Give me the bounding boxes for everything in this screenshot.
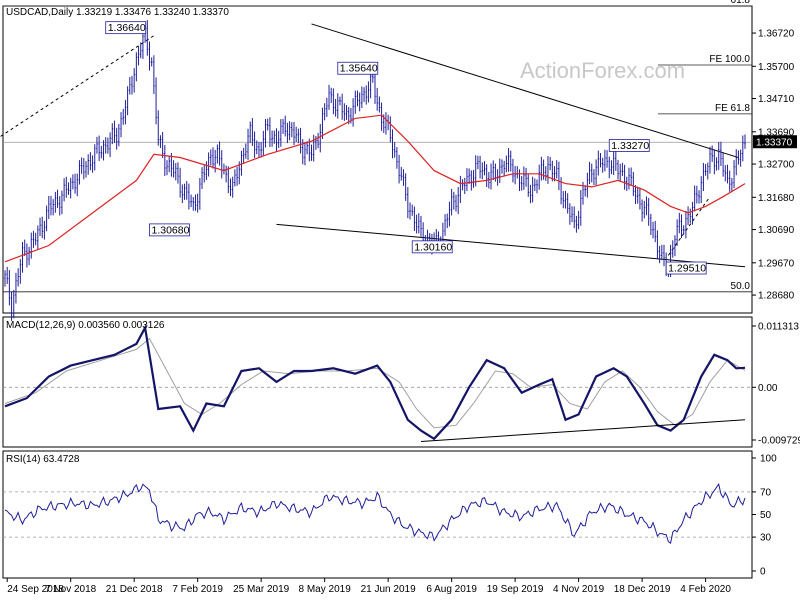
x-tick-label: 19 Sep 2019	[487, 584, 544, 595]
x-tick-label: 6 Aug 2019	[426, 584, 477, 595]
trendline	[276, 223, 746, 268]
price-header: USDCAD,Daily 1.33219 1.33476 1.33240 1.3…	[6, 7, 229, 18]
current-price-label: 1.33370	[756, 138, 793, 149]
moving-average-line	[4, 114, 746, 263]
price-annotation-box	[105, 21, 147, 35]
x-tick-label: 24 Sep 2018	[7, 584, 64, 595]
price-annotation-box	[608, 139, 650, 152]
price-annotation-label: 1.30160	[414, 241, 452, 253]
price-annotation-box	[337, 61, 379, 75]
macd-line	[4, 324, 746, 441]
macd-panel	[2, 316, 753, 448]
price-tick-label: 1.32700	[758, 160, 795, 171]
price-annotation-box	[149, 223, 190, 237]
x-tick-label: 4 Nov 2019	[553, 584, 605, 595]
fib-level-label: FE 100.0	[709, 54, 750, 65]
x-tick-label: 21 Jun 2019	[361, 584, 416, 595]
price-tick-label: 1.35700	[758, 62, 795, 73]
macd-header: MACD(12,26,9) 0.003560 0.003126	[6, 320, 165, 331]
x-tick-label: 25 Mar 2019	[233, 584, 290, 595]
price-annotation-box	[665, 261, 707, 275]
rsi-tick-label: 0	[760, 567, 766, 578]
rsi-tick-label: 100	[760, 454, 777, 465]
macd-signal-line	[4, 337, 746, 429]
price-annotation-label: 1.30680	[151, 224, 189, 236]
macd-tick-label: 0.00	[758, 383, 778, 394]
price-tick-label: 1.36720	[758, 29, 795, 40]
macd-trendline	[420, 419, 746, 442]
rsi-line	[4, 482, 746, 545]
rsi-tick-label: 70	[760, 487, 772, 498]
x-tick-label: 21 Dec 2018	[106, 584, 163, 595]
rsi-header: RSI(14) 63.4728	[6, 454, 80, 465]
price-tick-label: 1.30690	[758, 225, 795, 236]
x-tick-label: 4 Feb 2020	[680, 584, 731, 595]
macd-tick-label: 0.011313	[758, 322, 799, 333]
x-tick-label: 8 May 2019	[299, 584, 352, 595]
price-annotation-box	[411, 240, 453, 254]
price-annotation-label: 1.33270	[611, 140, 649, 152]
rsi-tick-label: 50	[760, 510, 772, 521]
x-tick-label: 18 Dec 2019	[614, 584, 671, 595]
price-tick-label: 1.31680	[758, 193, 795, 204]
price-tick-label: 1.34710	[758, 94, 795, 105]
price-annotation-label: 1.35640	[340, 63, 378, 75]
rsi-tick-label: 30	[760, 533, 772, 544]
price-tick-label: 1.29670	[758, 258, 795, 269]
trendline	[311, 23, 739, 159]
current-price-box	[753, 135, 797, 149]
watermark: ActionForex.com	[520, 58, 685, 83]
fib-level-label: 61.8	[731, 0, 751, 6]
trendline	[0, 35, 155, 137]
x-tick-label: 7 Nov 2018	[45, 584, 97, 595]
price-tick-label: 1.33690	[758, 127, 795, 138]
price-tick-label: 1.28680	[758, 291, 795, 302]
price-annotation-label: 1.29510	[668, 263, 706, 275]
x-tick-label: 7 Feb 2019	[172, 584, 223, 595]
macd-tick-label: -0.009729	[758, 436, 800, 447]
fib-level-label: FE 61.8	[715, 103, 750, 114]
price-annotation-label: 1.36640	[108, 22, 146, 34]
fib-level-label: 50.0	[731, 281, 751, 292]
